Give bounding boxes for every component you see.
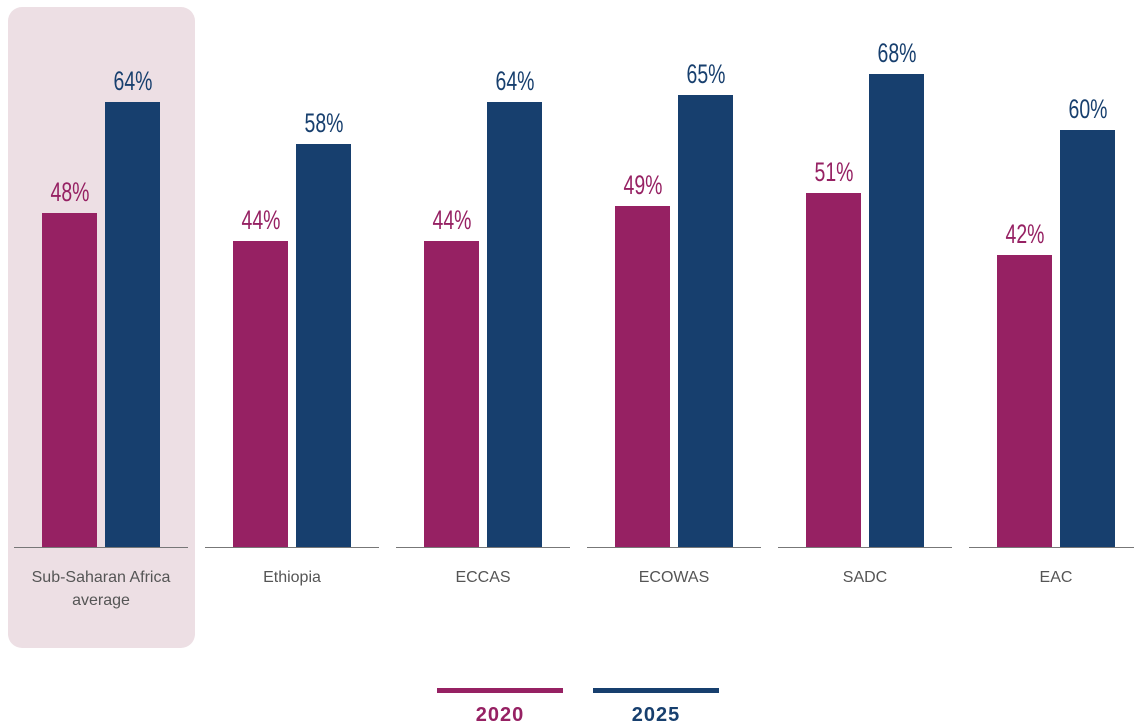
bar — [678, 95, 733, 547]
data-label: 48% — [50, 177, 90, 208]
data-label: 44% — [241, 205, 281, 236]
bar — [296, 143, 351, 547]
legend-swatch — [437, 688, 563, 693]
baseline — [205, 547, 379, 548]
bar — [487, 102, 542, 547]
x-tick-label: Ethiopia — [263, 569, 321, 586]
baseline — [396, 547, 570, 548]
baseline — [587, 547, 761, 548]
data-label: 51% — [814, 156, 854, 187]
bar — [615, 206, 670, 547]
legend-label: 2025 — [631, 704, 681, 726]
bar — [869, 74, 924, 547]
bar — [233, 241, 288, 547]
data-label: 64% — [495, 66, 535, 97]
data-label: 44% — [432, 205, 472, 236]
bar — [42, 213, 97, 547]
x-tick-label: SADC — [842, 569, 888, 586]
data-label: 64% — [113, 66, 153, 97]
baseline — [778, 547, 952, 548]
bar — [997, 255, 1052, 547]
highlight-box — [8, 7, 195, 648]
x-tick-label: ECOWAS — [638, 569, 710, 586]
legend-label: 2020 — [475, 704, 525, 726]
data-label: 42% — [1005, 219, 1045, 250]
bar — [1060, 130, 1115, 547]
baseline — [969, 547, 1134, 548]
x-tick-label: EAC — [1039, 569, 1073, 586]
data-label: 68% — [877, 38, 917, 69]
bar — [424, 241, 479, 547]
x-tick-label: ECCAS — [455, 569, 511, 586]
data-label: 60% — [1068, 94, 1108, 124]
x-tick-label: Sub-Saharan Africa average — [31, 569, 171, 609]
data-label: 49% — [623, 170, 663, 201]
bar — [806, 192, 861, 547]
data-label: 65% — [686, 59, 726, 90]
data-label: 58% — [304, 107, 344, 138]
baseline — [14, 547, 188, 548]
bar — [105, 102, 160, 547]
legend-swatch — [593, 688, 719, 693]
